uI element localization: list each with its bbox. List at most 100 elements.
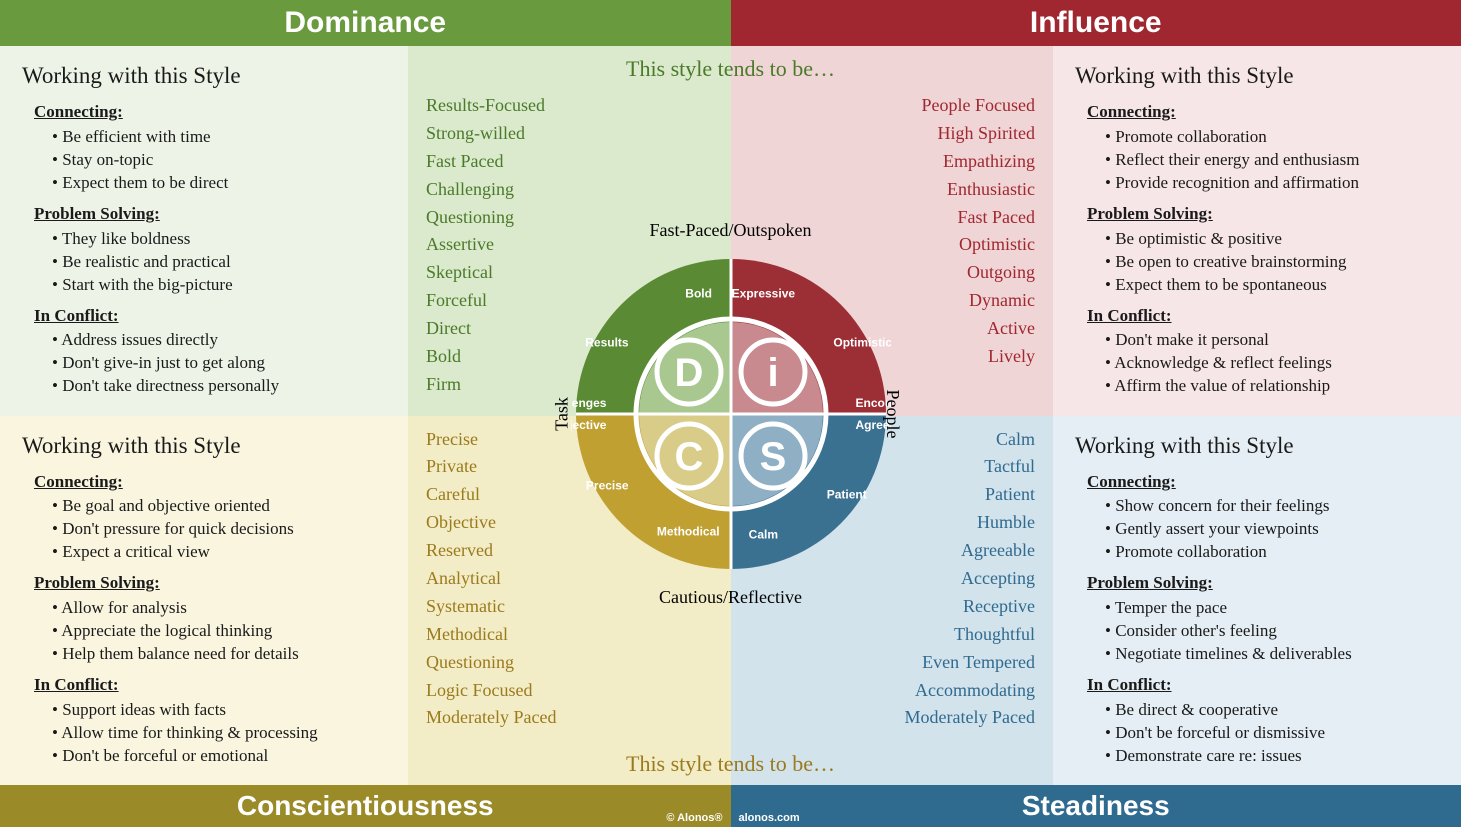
trait-item: Empathizing bbox=[749, 148, 1036, 176]
list-item: Start with the big-picture bbox=[52, 274, 386, 297]
trait-item: Questioning bbox=[426, 649, 713, 677]
trait-item: Accommodating bbox=[749, 677, 1036, 705]
subhead-conflict: In Conflict: bbox=[22, 305, 386, 328]
axis-top: Fast-Paced/Outspoken bbox=[650, 220, 812, 241]
trait-item: People Focused bbox=[749, 92, 1036, 120]
list-item: Promote collaboration bbox=[1105, 541, 1439, 564]
subhead-problem: Problem Solving: bbox=[22, 203, 386, 226]
list-item: Expect them to be spontaneous bbox=[1105, 274, 1439, 297]
list-item: Affirm the value of relationship bbox=[1105, 375, 1439, 398]
subhead-connecting: Connecting: bbox=[22, 101, 386, 124]
list-item: Be efficient with time bbox=[52, 126, 386, 149]
list-item: Don't make it personal bbox=[1105, 329, 1439, 352]
trait-item: Logic Focused bbox=[426, 677, 713, 705]
trait-item: Thoughtful bbox=[749, 621, 1036, 649]
list-item: Expect them to be direct bbox=[52, 172, 386, 195]
subhead-problem: Problem Solving: bbox=[1075, 572, 1439, 595]
list-connecting: Be efficient with timeStay on-topicExpec… bbox=[22, 126, 386, 195]
axis-left: Task bbox=[551, 397, 572, 431]
header-influence: Influence bbox=[731, 0, 1461, 46]
panel-steadiness: Working with this Style Connecting:Show c… bbox=[1053, 416, 1461, 786]
svg-text:Challenges: Challenges bbox=[571, 396, 607, 410]
list-item: Be open to creative brainstorming bbox=[1105, 251, 1439, 274]
list-item: Don't take directness personally bbox=[52, 375, 386, 398]
trait-item: Moderately Paced bbox=[749, 704, 1036, 732]
list-conflict: Support ideas with factsAllow time for t… bbox=[22, 699, 386, 768]
list-item: Be optimistic & positive bbox=[1105, 228, 1439, 251]
svg-text:Calm: Calm bbox=[748, 527, 777, 541]
subhead-connecting: Connecting: bbox=[1075, 101, 1439, 124]
disc-svg: DiCSBoldResultsChallengesExpressiveOptim… bbox=[571, 254, 891, 574]
svg-text:D: D bbox=[674, 351, 703, 395]
trait-item: Even Tempered bbox=[749, 649, 1036, 677]
working-title: Working with this Style bbox=[1075, 430, 1439, 461]
list-conflict: Don't make it personalAcknowledge & refl… bbox=[1075, 329, 1439, 398]
svg-text:C: C bbox=[674, 435, 703, 479]
working-title: Working with this Style bbox=[22, 60, 386, 91]
trait-item: Enthusiastic bbox=[749, 176, 1036, 204]
list-item: Be goal and objective oriented bbox=[52, 495, 386, 518]
list-item: Show concern for their feelings bbox=[1105, 495, 1439, 518]
svg-text:Precise: Precise bbox=[585, 478, 628, 492]
subhead-problem: Problem Solving: bbox=[22, 572, 386, 595]
credit-site: alonos.com bbox=[739, 812, 800, 825]
axis-right: People bbox=[882, 389, 903, 438]
svg-text:Objective: Objective bbox=[571, 417, 607, 431]
trait-item: Challenging bbox=[426, 176, 713, 204]
list-item: Promote collaboration bbox=[1105, 126, 1439, 149]
trait-item: High Spirited bbox=[749, 120, 1036, 148]
svg-text:Expressive: Expressive bbox=[731, 286, 795, 300]
footer-bar: Conscientiousness © Alonos® Steadiness a… bbox=[0, 785, 1461, 827]
axis-bottom: Cautious/Reflective bbox=[659, 587, 802, 608]
subhead-conflict: In Conflict: bbox=[1075, 305, 1439, 328]
list-connecting: Promote collaborationReflect their energ… bbox=[1075, 126, 1439, 195]
list-conflict: Be direct & cooperativeDon't be forceful… bbox=[1075, 699, 1439, 768]
list-item: Gently assert your viewpoints bbox=[1105, 518, 1439, 541]
subhead-connecting: Connecting: bbox=[1075, 471, 1439, 494]
panel-dominance: Working with this Style Connecting:Be eff… bbox=[0, 46, 408, 416]
svg-text:Patient: Patient bbox=[826, 487, 866, 501]
trait-item: Fast Paced bbox=[426, 148, 713, 176]
list-connecting: Be goal and objective orientedDon't pres… bbox=[22, 495, 386, 564]
list-item: Consider other's feeling bbox=[1105, 620, 1439, 643]
list-item: Acknowledge & reflect feelings bbox=[1105, 352, 1439, 375]
list-item: Appreciate the logical thinking bbox=[52, 620, 386, 643]
list-problem: Temper the paceConsider other's feelingN… bbox=[1075, 597, 1439, 666]
list-item: Reflect their energy and enthusiasm bbox=[1105, 149, 1439, 172]
list-item: Allow for analysis bbox=[52, 597, 386, 620]
list-item: Expect a critical view bbox=[52, 541, 386, 564]
svg-text:Bold: Bold bbox=[685, 286, 712, 300]
footer-steadiness: Steadiness alonos.com bbox=[731, 785, 1461, 827]
svg-text:Results: Results bbox=[585, 335, 629, 349]
trait-item: Results-Focused bbox=[426, 92, 713, 120]
working-title: Working with this Style bbox=[22, 430, 386, 461]
panel-conscientiousness: Working with this Style Connecting:Be goa… bbox=[0, 416, 408, 786]
list-connecting: Show concern for their feelingsGently as… bbox=[1075, 495, 1439, 564]
subhead-problem: Problem Solving: bbox=[1075, 203, 1439, 226]
list-item: Support ideas with facts bbox=[52, 699, 386, 722]
list-item: Be direct & cooperative bbox=[1105, 699, 1439, 722]
footer-s-label: Steadiness bbox=[1022, 790, 1170, 822]
list-item: Allow time for thinking & processing bbox=[52, 722, 386, 745]
trait-item: Moderately Paced bbox=[426, 704, 713, 732]
list-item: Help them balance need for details bbox=[52, 643, 386, 666]
list-item: Don't be forceful or dismissive bbox=[1105, 722, 1439, 745]
list-problem: Allow for analysisAppreciate the logical… bbox=[22, 597, 386, 666]
list-problem: They like boldnessBe realistic and pract… bbox=[22, 228, 386, 297]
svg-text:S: S bbox=[759, 435, 786, 479]
list-item: Don't be forceful or emotional bbox=[52, 745, 386, 768]
subhead-conflict: In Conflict: bbox=[22, 674, 386, 697]
list-conflict: Address issues directlyDon't give-in jus… bbox=[22, 329, 386, 398]
list-item: Be realistic and practical bbox=[52, 251, 386, 274]
list-item: Address issues directly bbox=[52, 329, 386, 352]
list-item: They like boldness bbox=[52, 228, 386, 251]
list-item: Provide recognition and affirmation bbox=[1105, 172, 1439, 195]
svg-text:i: i bbox=[767, 351, 778, 395]
list-item: Stay on-topic bbox=[52, 149, 386, 172]
subhead-conflict: In Conflict: bbox=[1075, 674, 1439, 697]
footer-conscientiousness: Conscientiousness © Alonos® bbox=[0, 785, 731, 827]
subhead-connecting: Connecting: bbox=[22, 471, 386, 494]
disc-wheel: Fast-Paced/Outspoken Cautious/Reflective… bbox=[571, 254, 891, 574]
credit-brand: © Alonos® bbox=[666, 812, 722, 825]
working-title: Working with this Style bbox=[1075, 60, 1439, 91]
